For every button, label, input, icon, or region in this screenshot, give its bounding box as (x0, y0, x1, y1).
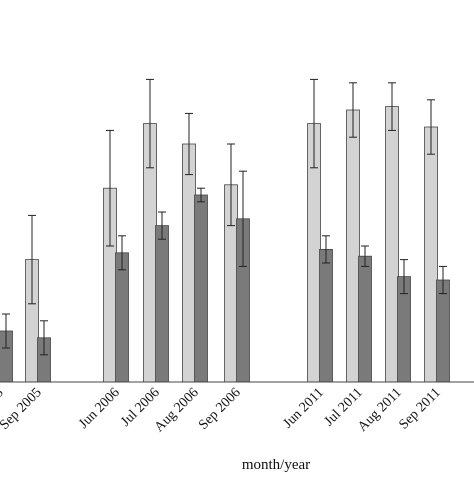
error-bar-series1-4 (185, 112, 193, 176)
x-tick-label-9: Sep 2011 (396, 385, 443, 432)
error-bar-series2-6 (322, 235, 330, 264)
x-tick-label-6: Jun 2011 (281, 385, 327, 431)
error-bar-series2-5 (239, 170, 247, 267)
bar-series2-2 (115, 252, 129, 383)
error-bar-series1-9 (427, 99, 435, 155)
error-bars-layer (2, 78, 447, 356)
bar-series2-7 (358, 255, 372, 383)
x-tick-label-0: S (0, 385, 7, 401)
error-bar-series1-8 (388, 82, 396, 131)
error-bar-series1-6 (310, 78, 318, 169)
x-tick-label-5: Sep 2006 (196, 385, 244, 433)
bar-series1-8 (385, 106, 399, 383)
bar-series2-9 (436, 279, 450, 383)
x-tick-label-2: Jun 2006 (76, 385, 123, 432)
bar-series2-4 (194, 194, 208, 383)
error-bar-series2-1 (40, 320, 48, 356)
error-bar-series2-8 (400, 259, 408, 295)
bar-series1-9 (424, 126, 438, 383)
x-tick-label-8: Aug 2011 (355, 385, 405, 435)
x-tick-label-1: Sep 2005 (0, 385, 45, 433)
error-bar-series1-3 (146, 78, 154, 169)
bar-series2-3 (155, 225, 169, 383)
error-bar-series2-4 (197, 187, 205, 203)
error-bar-series1-5 (227, 143, 235, 227)
error-bar-series2-3 (158, 211, 166, 240)
error-bar-series2-2 (118, 235, 126, 271)
error-bar-series2-7 (361, 245, 369, 267)
error-bar-series2-0 (2, 313, 10, 349)
x-axis-title: month/year (242, 457, 310, 473)
bar-series1-7 (346, 109, 360, 383)
bar-series2-6 (319, 248, 333, 383)
bars-layer (0, 106, 450, 383)
error-bar-series1-2 (106, 129, 114, 247)
bar-series1-4 (182, 143, 196, 383)
error-bar-series1-7 (349, 82, 357, 138)
error-bar-series2-9 (439, 265, 447, 295)
error-bar-series1-1 (28, 214, 36, 305)
